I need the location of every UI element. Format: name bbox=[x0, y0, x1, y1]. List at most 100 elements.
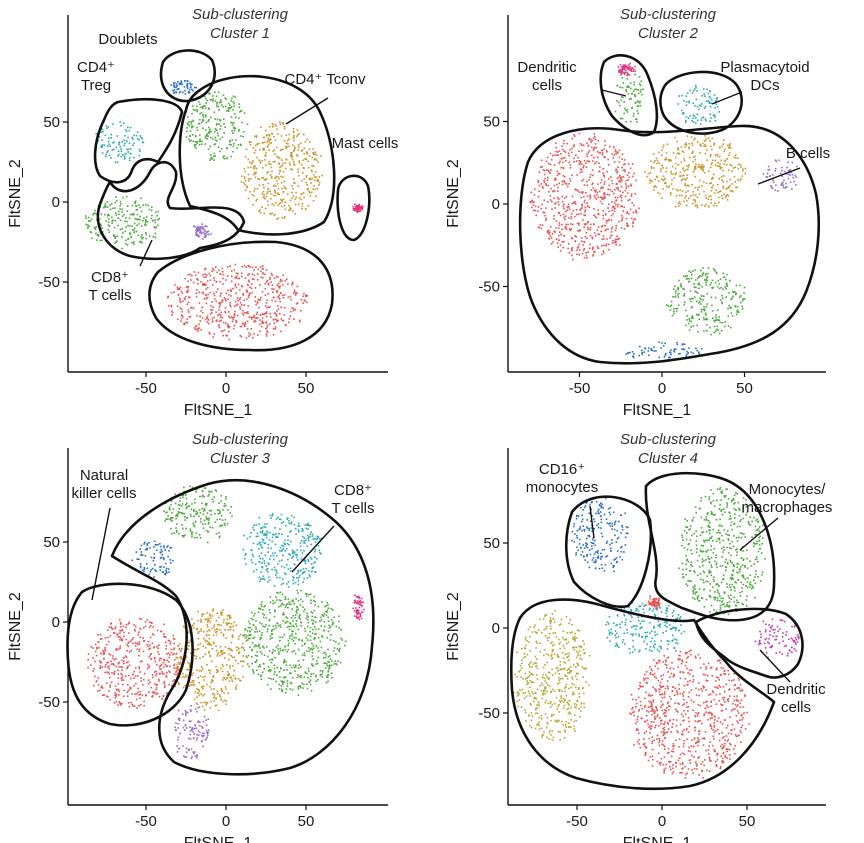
point bbox=[218, 326, 221, 329]
point bbox=[195, 86, 197, 89]
point bbox=[184, 322, 186, 325]
point bbox=[230, 305, 232, 308]
point bbox=[727, 195, 730, 197]
point bbox=[141, 554, 144, 556]
point bbox=[607, 228, 609, 230]
point bbox=[722, 169, 724, 172]
point bbox=[278, 599, 281, 601]
point bbox=[214, 521, 217, 523]
point bbox=[248, 335, 250, 337]
point bbox=[659, 192, 661, 195]
point bbox=[164, 663, 167, 666]
point bbox=[638, 354, 640, 357]
point bbox=[224, 126, 226, 128]
point bbox=[665, 157, 667, 159]
point bbox=[613, 210, 616, 213]
point bbox=[266, 568, 269, 570]
point bbox=[113, 659, 116, 661]
point bbox=[292, 144, 294, 147]
point bbox=[138, 666, 140, 668]
point bbox=[266, 330, 268, 332]
point bbox=[723, 150, 726, 153]
annotation-leader bbox=[285, 97, 329, 125]
point bbox=[176, 305, 179, 307]
point bbox=[314, 600, 316, 603]
point bbox=[573, 215, 576, 218]
point bbox=[691, 120, 693, 122]
point bbox=[139, 697, 141, 700]
point bbox=[627, 72, 629, 74]
point bbox=[110, 663, 113, 665]
point bbox=[690, 136, 693, 138]
point bbox=[184, 295, 187, 298]
point bbox=[142, 204, 144, 206]
point bbox=[584, 224, 586, 226]
point bbox=[101, 227, 104, 229]
point bbox=[287, 283, 289, 285]
point bbox=[242, 634, 244, 637]
point bbox=[303, 152, 305, 155]
point bbox=[531, 200, 534, 203]
point bbox=[307, 528, 309, 530]
point bbox=[176, 286, 179, 289]
point bbox=[203, 276, 205, 279]
point bbox=[259, 160, 262, 163]
point bbox=[327, 665, 329, 667]
point bbox=[307, 647, 310, 649]
point bbox=[212, 284, 214, 286]
point bbox=[685, 169, 687, 171]
point bbox=[178, 91, 181, 94]
point bbox=[181, 512, 183, 514]
point bbox=[705, 197, 707, 199]
point bbox=[306, 615, 308, 617]
point bbox=[193, 510, 195, 512]
point bbox=[582, 244, 584, 246]
point bbox=[274, 609, 276, 611]
point bbox=[105, 664, 107, 666]
point bbox=[255, 660, 257, 663]
point bbox=[694, 290, 696, 293]
point bbox=[674, 292, 677, 295]
point bbox=[239, 325, 242, 328]
point bbox=[133, 628, 136, 631]
point bbox=[549, 172, 551, 174]
point bbox=[633, 83, 635, 86]
point bbox=[187, 280, 189, 283]
series-4 bbox=[242, 513, 323, 588]
point bbox=[283, 314, 286, 316]
point bbox=[664, 354, 667, 356]
point bbox=[292, 131, 295, 134]
point bbox=[216, 101, 219, 104]
point bbox=[283, 140, 286, 142]
point bbox=[706, 303, 708, 305]
point bbox=[304, 571, 306, 573]
point bbox=[107, 218, 110, 220]
point bbox=[262, 196, 265, 198]
point bbox=[104, 665, 106, 668]
point bbox=[730, 312, 733, 314]
point bbox=[92, 213, 94, 216]
point bbox=[206, 286, 209, 289]
point bbox=[294, 212, 296, 215]
point bbox=[117, 636, 120, 638]
point bbox=[321, 635, 323, 637]
point bbox=[708, 195, 710, 198]
y-axis-label: FltSNE_2 bbox=[7, 159, 24, 228]
point bbox=[726, 284, 728, 287]
point bbox=[237, 299, 239, 302]
point bbox=[251, 291, 253, 294]
point bbox=[230, 116, 233, 118]
point bbox=[570, 151, 573, 154]
point bbox=[295, 553, 297, 556]
point bbox=[601, 149, 604, 152]
point bbox=[271, 633, 273, 635]
point bbox=[95, 133, 97, 135]
point bbox=[188, 315, 191, 318]
point bbox=[267, 306, 270, 309]
point bbox=[199, 231, 201, 234]
point bbox=[202, 513, 205, 515]
point bbox=[728, 144, 731, 146]
point bbox=[144, 555, 147, 557]
point bbox=[246, 320, 249, 323]
point bbox=[310, 563, 313, 565]
